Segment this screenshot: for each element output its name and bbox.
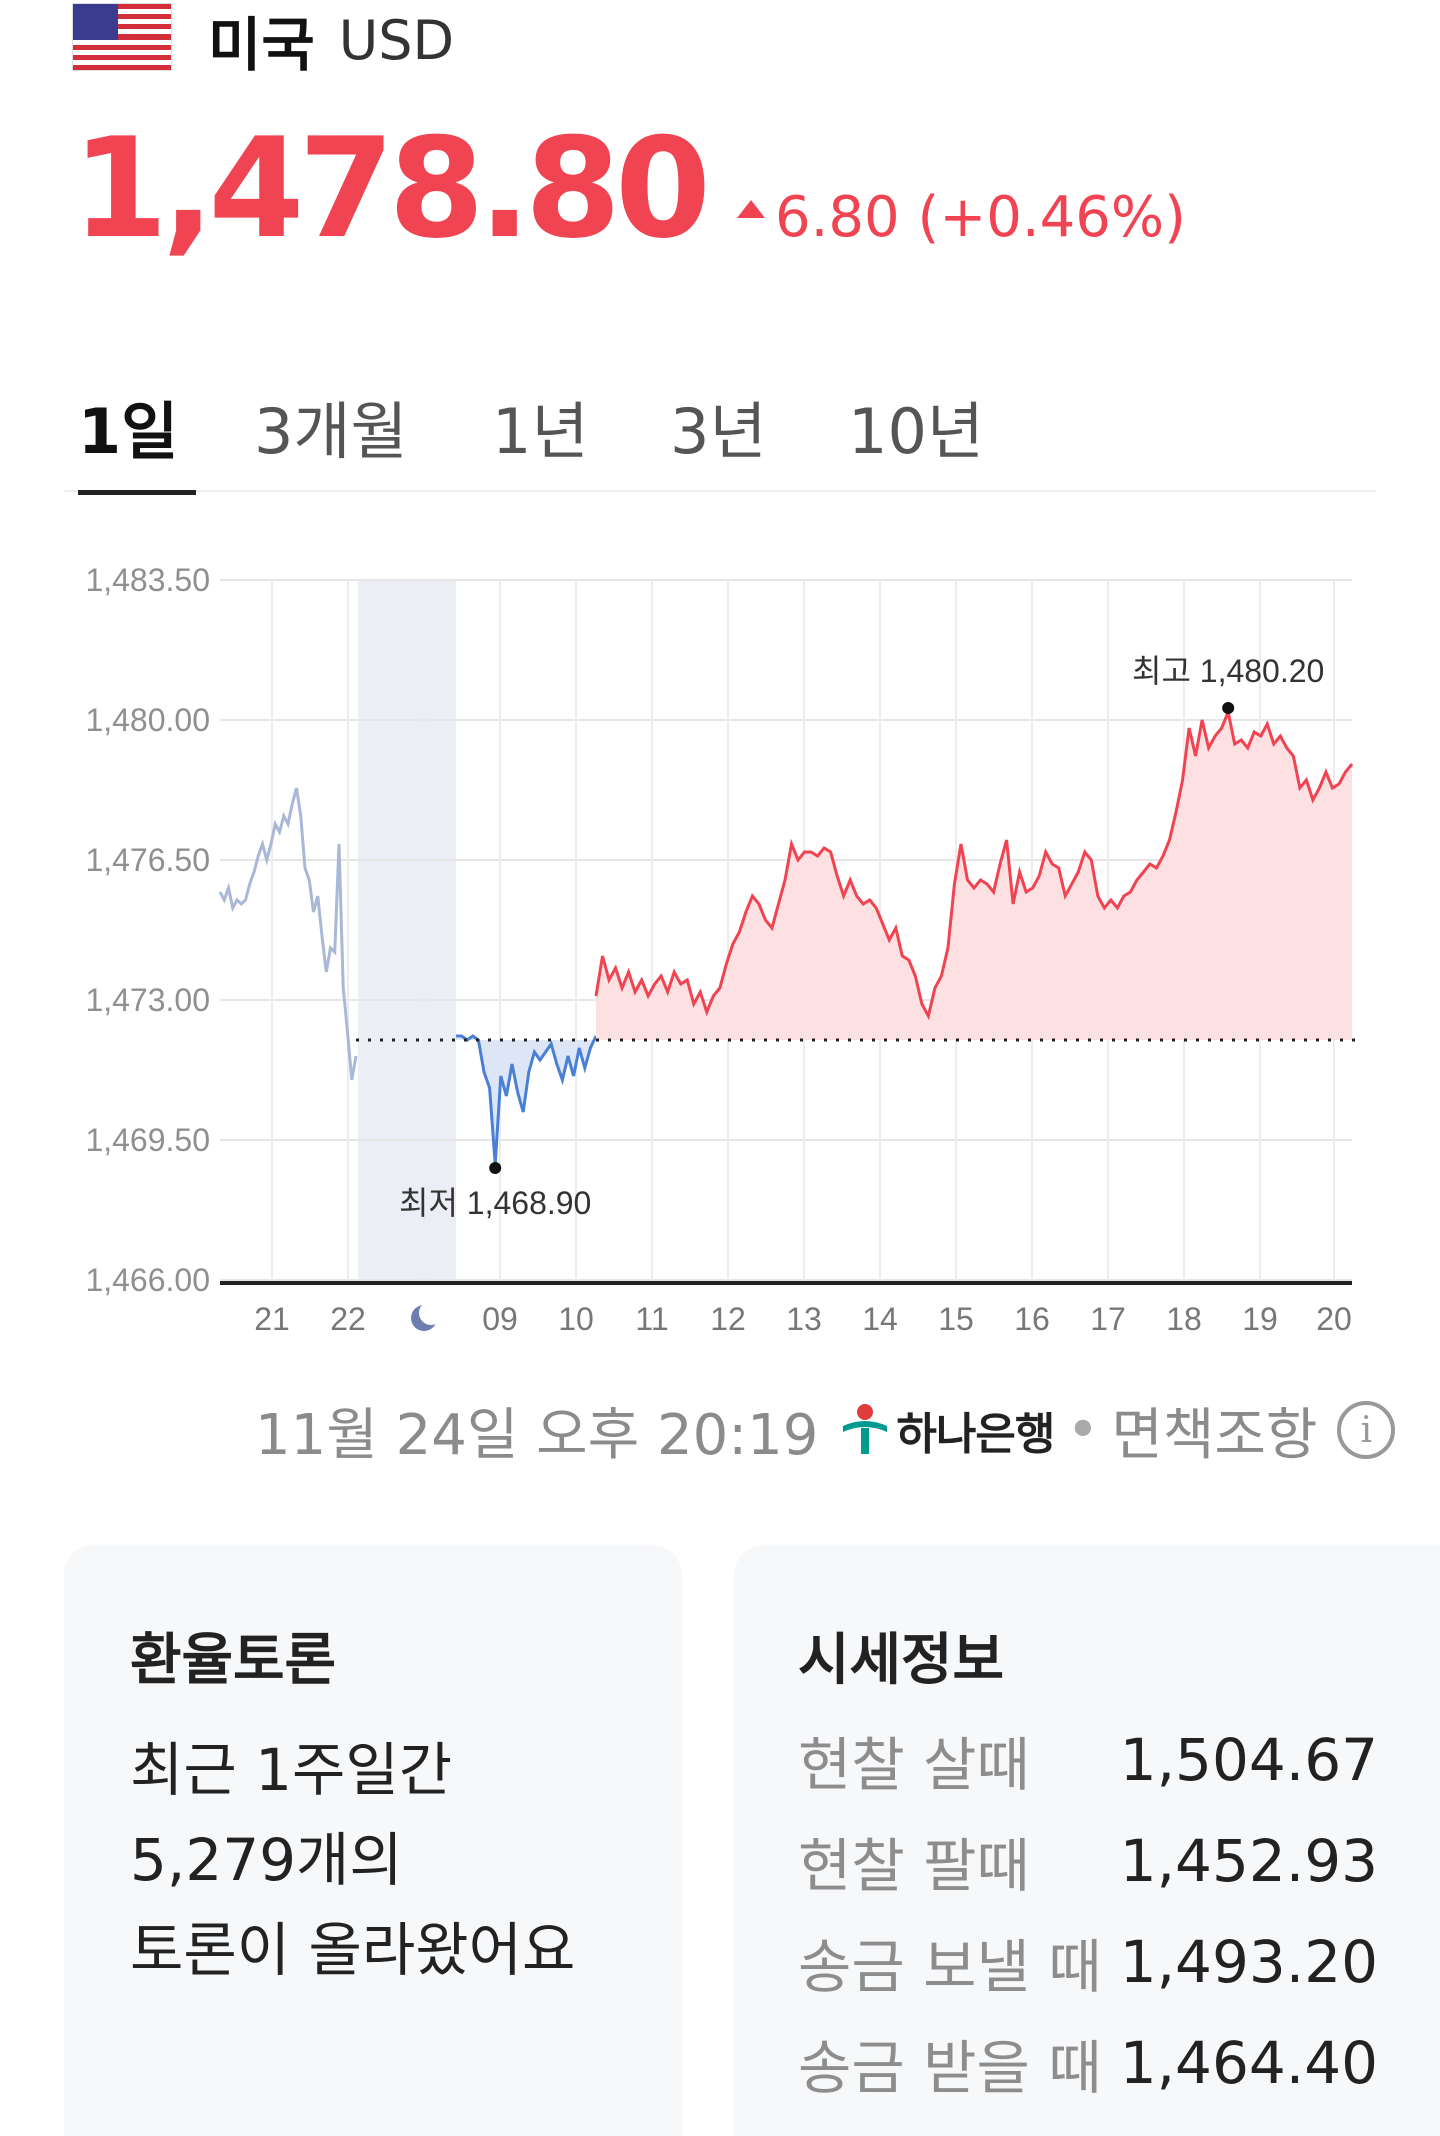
low-marker [489,1162,502,1174]
debate-title: 환율토론 [130,1628,337,1693]
hana-bank-logo-icon [843,1404,888,1454]
debate-card[interactable]: 환율토론 최근 1주일간 5,279개의 토론이 올라왔어요 [64,1545,682,2136]
x-tick-label: 18 [1166,1301,1202,1337]
x-tick-label: 10 [558,1301,594,1337]
active-tab-indicator [78,490,196,495]
x-tick-label: 09 [482,1301,518,1337]
x-tick-label: 15 [938,1301,974,1337]
x-tick-label: 22 [330,1301,366,1337]
exchange-rate-row: 1,478.80 6.80 (+0.46%) [72,120,1186,258]
tab-3-months[interactable]: 3개월 [254,360,408,492]
currency-header: 미국 USD [72,0,454,80]
update-timestamp: 11월 24일 오후 20:19 [255,1402,819,1468]
x-tick-label: 11 [635,1301,668,1337]
high-marker [1222,702,1235,714]
price-row-remit-receive: 송금 받을 때 1,464.40 [798,2023,1378,2103]
tab-10-years[interactable]: 10년 [848,360,984,492]
tab-3-years[interactable]: 3년 [670,360,767,492]
low-label: 최저 1,468.90 [399,1185,591,1221]
disclaimer-link[interactable]: 면책조항 [1111,1402,1318,1468]
x-tick-label: 20 [1316,1301,1352,1337]
info-icon[interactable]: i [1337,1401,1396,1459]
tab-1-day[interactable]: 1일 [78,360,196,495]
chart-footer: 11월 24일 오후 20:19 하나은행 • 면책조항 i [255,1390,1396,1470]
moon-cutout [419,1301,443,1325]
rate-change: 6.80 (+0.46%) [736,185,1186,250]
x-tick-label: 16 [1014,1301,1050,1337]
exchange-rate-value: 1,478.80 [72,108,711,269]
market-info-title: 시세정보 [798,1628,1005,1693]
moon-icon [411,1301,443,1331]
rate-change-text: 6.80 (+0.46%) [774,185,1186,250]
debate-text-line: 최근 1주일간 [130,1736,453,1804]
series-previous-line [218,787,358,1081]
x-tick-label: 19 [1242,1301,1278,1337]
tab-1-year[interactable]: 1년 [492,360,589,492]
price-label: 송금 받을 때 [798,2034,1102,2102]
x-tick-label: 12 [710,1301,746,1337]
price-row-remit-send: 송금 보낼 때 1,493.20 [798,1922,1378,2002]
price-value: 1,464.40 [1119,2029,1378,2097]
triangle-up-icon [736,199,765,218]
tab-label: 1년 [492,395,589,468]
x-tick-label: 17 [1090,1301,1126,1337]
high-label: 최고 1,480.20 [1132,653,1324,689]
y-tick-label: 1,476.50 [85,842,210,878]
price-label: 현찰 살때 [798,1731,1030,1799]
y-tick-label: 1,483.50 [85,562,210,598]
x-tick-label: 13 [786,1301,822,1337]
series-above-area [596,712,1352,1040]
exchange-rate-chart[interactable]: 1,483.50 1,480.00 1,476.50 1,473.00 1,469.50… [0,540,1440,1360]
tab-label: 10년 [848,395,984,468]
market-info-card[interactable]: 시세정보 현찰 살때 1,504.67 현찰 팔때 1,452.93 송금 보낼… [734,1545,1440,2136]
bank-name: 하나은행 [896,1409,1055,1460]
y-tick-label: 1,466.00 [85,1262,210,1298]
series-below-area [456,1036,596,1164]
price-row-cash-sell: 현찰 팔때 1,452.93 [798,1821,1378,1901]
y-tick-label: 1,469.50 [85,1122,210,1158]
y-tick-label: 1,480.00 [85,702,210,738]
price-value: 1,493.20 [1119,1928,1378,1996]
tab-label: 1일 [78,395,179,468]
price-row-cash-buy: 현찰 살때 1,504.67 [798,1720,1378,1800]
separator: • [1066,1397,1100,1463]
debate-text-line: 5,279개의 [130,1826,403,1894]
price-value: 1,452.93 [1119,1827,1378,1895]
us-flag-icon [72,3,172,71]
hana-bank-logo: 하나은행 [840,1398,1055,1462]
price-label: 현찰 팔때 [798,1832,1030,1900]
country-name: 미국 [208,11,315,79]
currency-code: USD [338,8,455,72]
period-tabs: 1일 3개월 1년 3년 10년 [64,360,1376,495]
overnight-shade [358,580,456,1280]
x-tick-label: 21 [254,1301,290,1337]
series-below-line [456,1034,598,1165]
price-value: 1,504.67 [1119,1726,1378,1794]
tab-label: 3년 [670,395,767,468]
tab-label: 3개월 [254,395,408,468]
price-label: 송금 보낼 때 [798,1933,1102,2001]
x-tick-label: 14 [862,1301,898,1337]
y-tick-label: 1,473.00 [85,982,210,1018]
debate-text-line: 토론이 올라왔어요 [130,1916,576,1984]
series-above-line [594,706,1354,1021]
